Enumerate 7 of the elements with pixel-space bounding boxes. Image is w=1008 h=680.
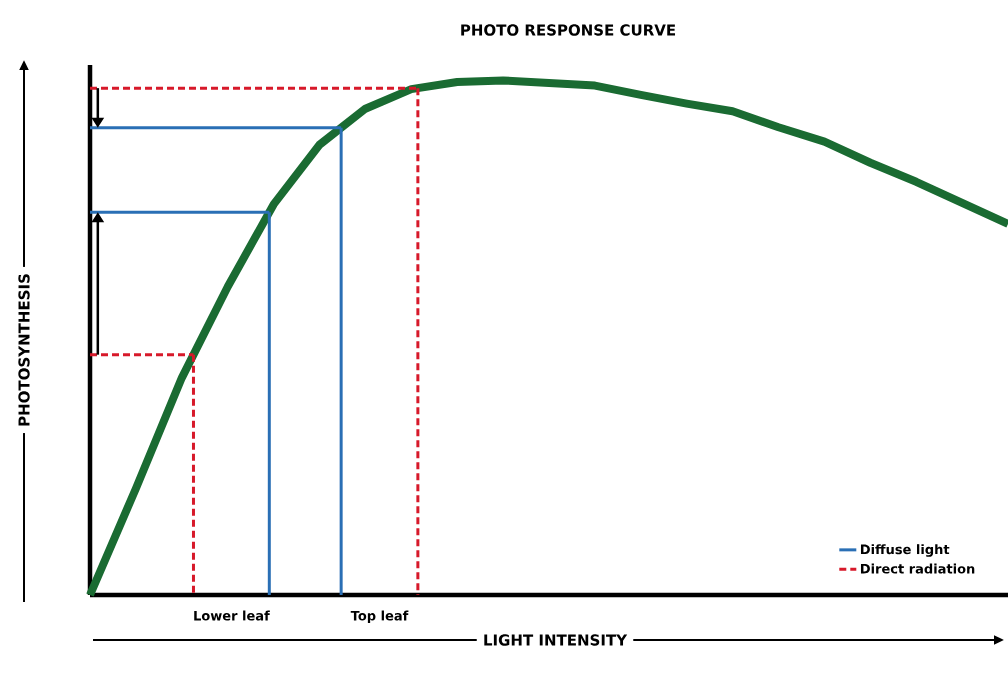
legend-label: Diffuse light [860, 544, 950, 557]
legend-label: Direct radiation [860, 563, 975, 574]
chart-title: PHOTO RESPONSE CURVE [461, 24, 676, 36]
y-axis-title: PHOTOSYNTHESIS [18, 274, 30, 426]
x-axis-title: LIGHT INTENSITY [484, 634, 628, 646]
text: Top leaf [350, 610, 409, 624]
text: Lower leaf [194, 610, 270, 621]
